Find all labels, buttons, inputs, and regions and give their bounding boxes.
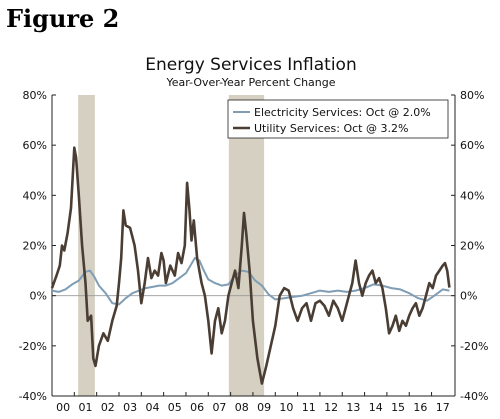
x-tick-label: 08 <box>235 401 249 414</box>
chart-subtitle: Year-Over-Year Percent Change <box>165 76 335 89</box>
x-tick-label: 10 <box>279 401 293 414</box>
y-tick-label-left: 60% <box>23 139 47 152</box>
y-tick-label-left: 80% <box>23 89 47 102</box>
x-tick-label: 06 <box>190 401 204 414</box>
x-tick-label: 15 <box>391 401 405 414</box>
x-tick-label: 16 <box>413 401 427 414</box>
recession-shading <box>78 95 265 396</box>
x-tick-label: 12 <box>324 401 338 414</box>
y-tick-label-right: 0% <box>460 290 477 303</box>
y-tick-label-right: 80% <box>460 89 484 102</box>
x-tick-label: 11 <box>302 401 316 414</box>
x-tick-label: 04 <box>145 401 159 414</box>
series-line-2 <box>50 146 451 385</box>
x-tick-label: 13 <box>346 401 360 414</box>
x-tick-label: 02 <box>101 401 115 414</box>
x-tick-label: 05 <box>168 401 182 414</box>
legend-label-2: Utility Services: Oct @ 3.2% <box>254 122 408 135</box>
y-tick-label-left: 20% <box>23 240 47 253</box>
y-tick-label-left: 0% <box>30 290 47 303</box>
x-tick-label: 14 <box>369 401 383 414</box>
y-tick-label-left: -20% <box>19 340 47 353</box>
x-tick-label: 17 <box>436 401 450 414</box>
figure-label: Figure 2 <box>6 4 120 33</box>
x-tick-label: 07 <box>212 401 226 414</box>
x-tick-label: 09 <box>257 401 271 414</box>
legend-box <box>227 99 449 139</box>
chart-legend: Electricity Services: Oct @ 2.0% Utility … <box>227 99 449 139</box>
chart-title: Energy Services Inflation <box>145 55 357 75</box>
chart-series <box>50 146 451 385</box>
chart-axes: -40% -40% -20% -20% 0% 0% 20% 20% 40% 40% 60% 60% 80… <box>19 89 489 414</box>
y-tick-label-right: 40% <box>460 189 484 202</box>
x-tick-label: 01 <box>78 401 92 414</box>
x-tick-label: 00 <box>56 401 70 414</box>
x-tick-label: 03 <box>123 401 137 414</box>
y-tick-label-left: 40% <box>23 189 47 202</box>
y-tick-label-right: 60% <box>460 139 484 152</box>
series-line-1 <box>51 257 450 306</box>
legend-label-1: Electricity Services: Oct @ 2.0% <box>254 106 431 119</box>
y-tick-label-left: -40% <box>19 390 47 403</box>
y-tick-label-right: -20% <box>460 340 488 353</box>
y-tick-label-right: -40% <box>460 390 488 403</box>
y-tick-label-right: 20% <box>460 240 484 253</box>
